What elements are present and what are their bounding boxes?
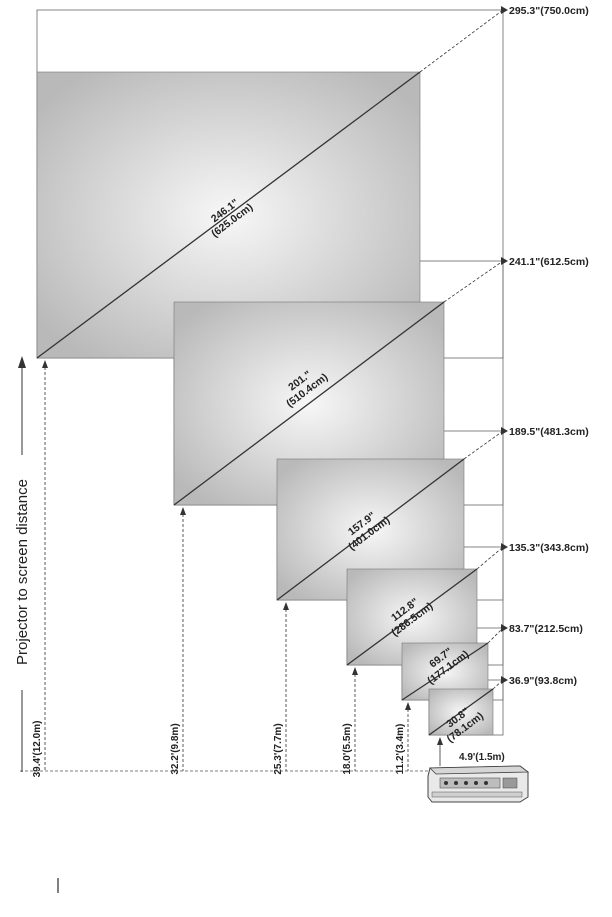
edge-size-label: 295.3"(750.0cm) [509,5,589,17]
distance-arrow-head [180,507,186,515]
screen-diagonal [36,71,421,359]
edge-size-label: 36.9"(93.8cm) [509,675,577,687]
diagonal-extension [419,9,504,73]
arrow-head [501,624,508,632]
arrow-head [501,427,508,435]
screen-diagonal [276,458,465,601]
projector-icon [427,765,530,803]
screens [36,6,508,736]
distance-label: 32.2'(9.8m) [170,723,181,774]
screen-diagonal [401,642,489,701]
arrow-head [501,676,508,684]
diagonal-extension [443,260,504,303]
distance-label: 25.3'(7.7m) [273,723,284,774]
diagonal-extension [463,430,504,460]
edge-size-label: 189.5"(481.3cm) [509,426,589,438]
side-label: Projector to screen distance [14,479,31,665]
screen-diagonal [346,568,478,666]
screen-diagonal [173,301,445,506]
distance-label: 4.9'(1.5m) [459,752,505,763]
screen-diagonal [428,688,494,736]
distance-label: 39.4'(12.0m) [32,721,43,778]
distance-arrow-head [352,667,358,675]
diagonal-extension [487,627,504,644]
edge-size-label: 135.3"(343.8cm) [509,542,589,554]
edge-size-label: 241.1"(612.5cm) [509,256,589,268]
arrow-head [501,257,508,265]
distance-label: 18.0'(5.5m) [342,723,353,774]
edge-size-label: 83.7"(212.5cm) [509,623,583,635]
distance-arrow-head [437,737,443,745]
diagonal-extension [476,546,504,570]
arrow-head [501,543,508,551]
distance-arrows [42,360,443,771]
side-distance-indicator: Projector to screen distance [12,356,32,772]
arrow-head [501,6,508,14]
distance-arrow-head [42,360,48,368]
distance-arrow-head [405,702,411,710]
distance-arrow-head [283,602,289,610]
distance-label: 11.2'(3.4m) [395,724,406,775]
